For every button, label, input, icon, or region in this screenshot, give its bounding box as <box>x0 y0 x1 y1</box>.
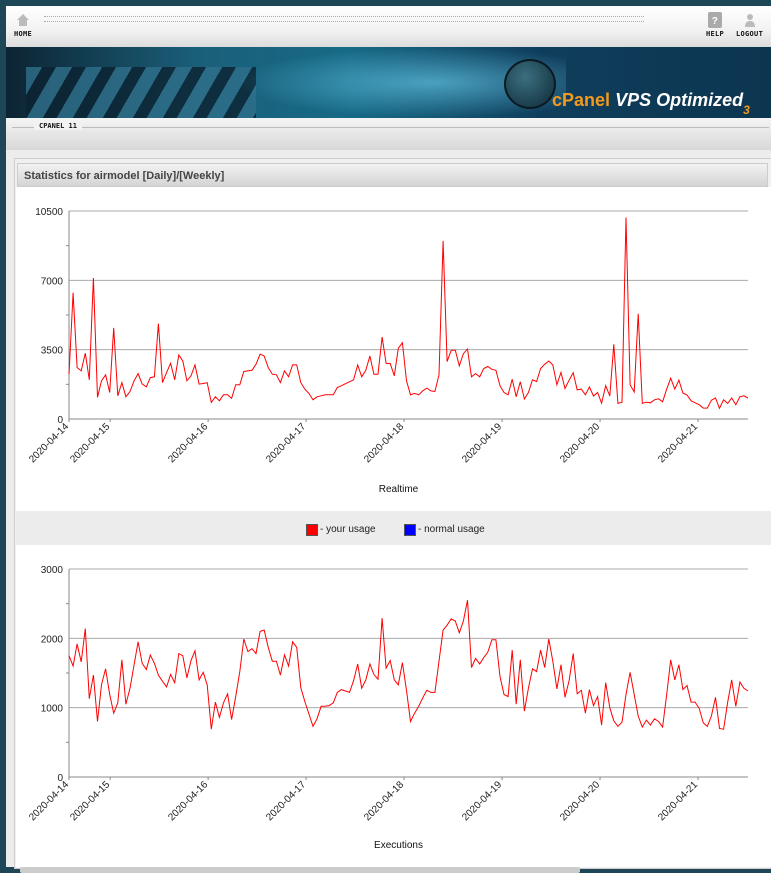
logout-label: LOGOUT <box>736 30 764 38</box>
x-tick-label: 2020-04-15 <box>68 421 112 465</box>
y-tick-label: 0 <box>57 415 63 426</box>
x-tick-label: 2020-04-20 <box>558 779 602 823</box>
help-button[interactable]: ? HELP <box>706 12 724 38</box>
y-tick-label: 0 <box>57 773 63 784</box>
executions-chart-panel: 0 1000 2000 3000 2020-04-14 2020-04-15 2020-04… <box>16 545 771 867</box>
banner: cPanel VPS Optimized3 <box>6 47 771 118</box>
x-tick-label: 2020-04-17 <box>264 421 308 465</box>
series-line-your-usage <box>68 217 749 410</box>
logout-button[interactable]: LOGOUT <box>736 12 763 38</box>
y-tick-label: 7000 <box>41 276 64 287</box>
svg-text:?: ? <box>712 16 718 27</box>
x-tick-label: 2020-04-17 <box>264 779 308 823</box>
y-tick-label: 1000 <box>41 704 64 715</box>
x-tick-label: 2020-04-21 <box>656 421 700 465</box>
statistics-title: Statistics for airmodel [Daily]/[Weekly] <box>17 163 768 187</box>
breadcrumb-cpanel[interactable]: CPANEL 11 <box>34 122 82 130</box>
y-tick-label: 3000 <box>41 565 64 576</box>
breadcrumb: CPANEL 11 <box>6 118 771 150</box>
series-line-your-usage <box>68 600 749 730</box>
cpanel-logo-icon <box>504 59 556 109</box>
x-tick-label: 2020-04-19 <box>460 779 504 823</box>
your-usage-label: - your usage <box>320 524 376 535</box>
logo-brand: cPanel <box>552 90 611 110</box>
x-axis-title: Executions <box>374 840 423 851</box>
chart-legend: - your usage - normal usage <box>16 511 771 545</box>
x-tick-label: 2020-04-14 <box>27 421 71 465</box>
top-navigation: HOME ? HELP LOGOUT <box>6 6 771 47</box>
your-usage-swatch <box>306 524 318 536</box>
x-tick-label: 2020-04-15 <box>68 779 112 823</box>
x-tick-label: 2020-04-14 <box>27 779 71 823</box>
cpanel-page: HOME ? HELP LOGOUT cPanel VPS Optimized3… <box>6 6 771 873</box>
divider <box>12 127 769 128</box>
horizontal-scrollbar[interactable] <box>20 867 580 873</box>
home-label: HOME <box>14 30 33 38</box>
x-tick-label: 2020-04-19 <box>460 421 504 465</box>
y-tick-label: 10500 <box>35 207 63 218</box>
x-tick-label: 2020-04-18 <box>362 421 406 465</box>
x-axis-title: Realtime <box>379 484 419 495</box>
x-tick-label: 2020-04-20 <box>558 421 602 465</box>
user-icon <box>744 14 755 27</box>
x-tick-label: 2020-04-18 <box>362 779 406 823</box>
cpanel-logo: cPanel VPS Optimized3 <box>552 90 750 117</box>
x-tick-label: 2020-04-21 <box>656 779 700 823</box>
home-button[interactable]: HOME <box>14 12 32 38</box>
logo-product: VPS Optimized <box>615 90 744 110</box>
statistics-box: Statistics for airmodel [Daily]/[Weekly]… <box>14 158 771 869</box>
y-tick-label: 3500 <box>41 346 64 357</box>
normal-usage-label: - normal usage <box>418 524 485 535</box>
y-tick-label: 2000 <box>41 634 64 645</box>
help-label: HELP <box>706 30 725 38</box>
normal-usage-swatch <box>404 524 416 536</box>
realtime-chart-panel: 0 3500 7000 10500 2020-04-14 2020-04-15 2020-0… <box>16 187 771 511</box>
x-tick-label: 2020-04-16 <box>166 421 210 465</box>
logo-version: 3 <box>743 103 750 117</box>
help-icon: ? <box>708 12 723 28</box>
home-icon <box>17 14 30 26</box>
banner-image <box>26 67 256 118</box>
x-tick-label: 2020-04-16 <box>166 779 210 823</box>
divider <box>44 16 644 22</box>
